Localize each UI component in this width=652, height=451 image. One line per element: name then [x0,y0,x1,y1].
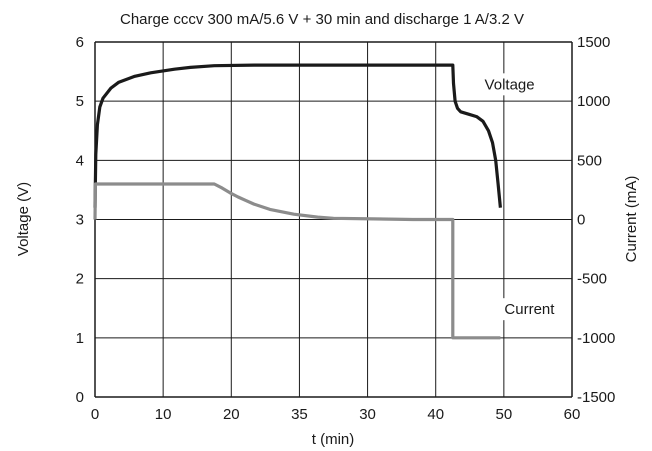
y-axis-right-title: Current (mA) [623,176,640,263]
y-left-tick-label: 0 [76,389,84,406]
x-tick-label: 35 [291,406,308,423]
x-tick-label: 10 [155,406,172,423]
y-right-tick-label: -1500 [577,389,615,406]
y-right-tick-label: -500 [577,271,607,288]
series-annotation: Current [504,301,555,318]
annotations: Voltage Current [479,73,570,321]
x-tick-label: 30 [359,406,376,423]
y-right-tick-label: 0 [577,212,585,229]
chart-title: Charge cccv 300 mA/5.6 V + 30 min and di… [120,11,524,28]
x-tick-label: 0 [91,406,99,423]
y-right-tick-label: 1500 [577,34,610,51]
y-left-tick-label: 6 [76,34,84,51]
x-axis-title: t (min) [312,431,355,448]
series-annotation: Voltage [485,76,535,93]
x-tick-label: 20 [223,406,240,423]
annotation-background [479,73,550,96]
x-tick-label: 60 [564,406,581,423]
y-left-tick-label: 5 [76,93,84,110]
series-line-voltage [93,63,502,208]
x-tick-label: 40 [427,406,444,423]
series-layer [93,63,502,340]
x-tick-label: 50 [496,406,513,423]
y-left-tick-label: 2 [76,271,84,288]
y-axis-left-title: Voltage (V) [15,182,32,256]
y-left-tick-label: 4 [76,152,84,169]
tick-labels: 0 10 20 35 30 40 50 60 0 1 2 3 4 5 6 -1500 -1000 -500 0 500… [76,34,616,423]
y-right-tick-label: 500 [577,152,602,169]
y-left-tick-label: 3 [76,212,84,229]
series-line-current [93,182,501,340]
y-right-tick-label: 1000 [577,93,610,110]
y-right-tick-label: -1000 [577,330,615,347]
y-left-tick-label: 1 [76,330,84,347]
annotation-background [499,298,570,321]
